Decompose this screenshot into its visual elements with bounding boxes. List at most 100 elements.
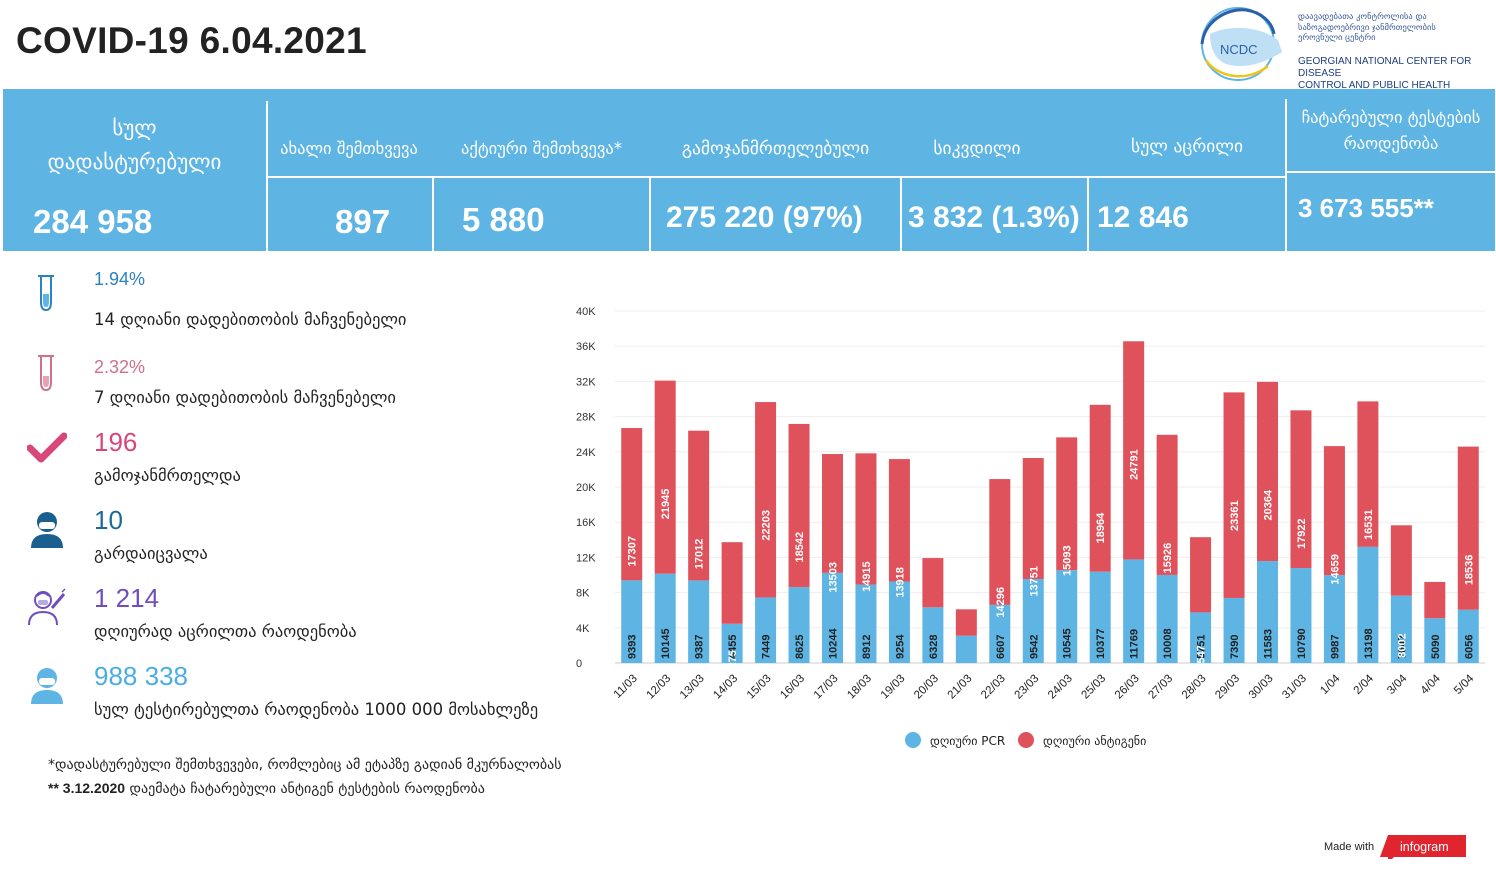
bar-antigen	[1357, 401, 1379, 547]
bar-antigen	[1257, 381, 1278, 562]
masked-person-icon	[31, 512, 63, 548]
value-label-pcr: 6328	[928, 635, 940, 659]
value-label-antigen: 14915	[861, 561, 873, 592]
value-label-antigen: 24791	[1129, 449, 1141, 480]
test-tube-icon	[38, 275, 54, 312]
logo-org-english: GEORGIAN NATIONAL CENTER FOR DISEASE CON…	[1298, 56, 1472, 91]
value-label-pcr: 7390	[1229, 635, 1241, 659]
value-label-pcr: 4455	[727, 635, 739, 659]
test-tube-icon	[38, 355, 54, 392]
legend-antigen-label: დღიური ანტიგენი	[1043, 734, 1146, 748]
value-label-antigen: 17012	[694, 539, 706, 570]
value-label-antigen: 18964	[1095, 512, 1107, 543]
vaccinated-today-label: დღიურად აცრილთა რაოდენობა	[94, 622, 357, 641]
bar-pcr	[755, 597, 777, 663]
positivity-14day-value: 1.94%	[94, 269, 146, 289]
bar-antigen	[621, 428, 643, 581]
value-label-antigen: 18536	[1463, 555, 1475, 586]
masked-person-icon	[31, 668, 63, 704]
recovered-today-label: გამოჯანმრთელდა	[94, 466, 241, 485]
value-label-pcr: 11583	[1263, 629, 1275, 659]
bar-pcr	[1257, 561, 1278, 663]
value-label-antigen: 14296	[995, 587, 1007, 618]
bar-antigen	[1156, 434, 1178, 575]
bar-antigen	[822, 454, 843, 573]
x-tick-label: 3/04	[1385, 672, 1410, 697]
legend-pcr-label: დღიური PCR	[930, 734, 1005, 748]
y-tick-label: 16K	[576, 517, 596, 529]
bar-pcr	[1089, 571, 1111, 663]
bar-antigen	[922, 558, 944, 608]
y-tick-label: 40K	[576, 306, 596, 318]
value-label-antigen: 18542	[794, 532, 806, 563]
bar-antigen	[654, 380, 676, 574]
legend-antigen-swatch	[1018, 732, 1034, 748]
value-label-pcr: 10790	[1296, 628, 1308, 659]
vaccinated-value: 12 846	[1097, 201, 1189, 234]
value-label-antigen: 13751	[1028, 566, 1040, 597]
bar-antigen	[855, 453, 877, 585]
value-label-pcr: 11769	[1129, 629, 1141, 659]
y-tick-label: 8K	[576, 588, 590, 600]
bar-antigen	[755, 402, 777, 598]
value-label-antigen: 17307	[627, 536, 639, 567]
tested-per-million-label: სულ ტესტირებულთა რაოდენობა 1000 000 მოსა…	[94, 700, 539, 719]
value-label-antigen: 20364	[1263, 489, 1275, 520]
bar-antigen	[1290, 410, 1312, 569]
y-tick-label: 0	[576, 658, 582, 670]
total-confirmed-label: სულ დადასტურებული	[47, 116, 222, 174]
bar-pcr	[1357, 546, 1379, 663]
value-label-pcr: 7647	[1396, 635, 1408, 659]
x-tick-label: 26/03	[1113, 673, 1142, 702]
x-tick-label: 14/03	[711, 673, 740, 702]
bar-pcr	[1123, 559, 1145, 663]
positivity-7day-label: 7 დღიანი დადებითობის მაჩვენებელი	[94, 388, 396, 407]
recovered-today-value: 196	[94, 427, 138, 457]
vaccinated-today-value: 1 214	[94, 583, 160, 613]
summary-band: სულ დადასტურებული 284 958 ახალი შემთხვევ…	[3, 89, 1495, 251]
recovered-value: 275 220 (97%)	[666, 201, 863, 234]
value-label-antigen: 23361	[1229, 500, 1241, 531]
bar-antigen	[1190, 537, 1212, 613]
value-label-antigen: 13918	[894, 567, 906, 598]
footnote-active: *დადასტურებული შემთხვევები, რომლებიც ამ …	[48, 757, 562, 773]
bar-pcr	[1056, 570, 1078, 663]
bar-pcr	[1290, 568, 1312, 663]
x-tick-label: 28/03	[1180, 673, 1209, 702]
deaths-label: სიკვდილი	[933, 139, 1021, 159]
bar-pcr	[788, 587, 810, 663]
tests-label: ჩატარებული ტესტების რაოდენობა	[1301, 108, 1481, 153]
bar-pcr	[822, 572, 843, 663]
active-cases-value: 5 880	[462, 201, 545, 238]
bar-pcr	[1424, 618, 1446, 663]
x-tick-label: 18/03	[845, 673, 874, 702]
bar-pcr	[888, 581, 910, 663]
logo-org-georgian: დაავადებათა კონტროლისა და საზოგადოებრივი…	[1298, 12, 1436, 43]
x-tick-label: 15/03	[745, 673, 774, 702]
value-label-pcr: 6056	[1463, 635, 1475, 659]
new-cases-value: 897	[335, 203, 391, 240]
y-tick-label: 12K	[576, 552, 596, 564]
x-tick-label: 31/03	[1280, 673, 1309, 702]
x-tick-label: 25/03	[1079, 673, 1108, 702]
x-tick-label: 23/03	[1013, 673, 1042, 702]
deaths-value: 3 832 (1.3%)	[908, 201, 1080, 234]
tests-value: 3 673 555**	[1298, 193, 1434, 223]
x-tick-label: 29/03	[1213, 673, 1242, 702]
x-tick-label: 11/03	[612, 673, 640, 701]
value-label-pcr: 13198	[1363, 628, 1375, 659]
value-label-pcr: 5751	[1196, 635, 1208, 659]
bar-antigen	[688, 430, 710, 581]
value-label-pcr: 10145	[660, 628, 672, 659]
value-label-antigen: 15093	[1062, 545, 1074, 576]
bar-pcr	[922, 607, 944, 663]
bar-antigen	[721, 542, 743, 624]
value-label-pcr: 6607	[995, 635, 1007, 659]
bar-antigen	[1022, 458, 1044, 580]
tested-per-million-value: 988 338	[94, 661, 188, 691]
bar-antigen	[1457, 446, 1479, 610]
value-label-pcr: 8625	[794, 635, 806, 659]
infogram-logo[interactable]: infogram	[1380, 835, 1466, 859]
deaths-today-value: 10	[94, 505, 123, 535]
y-tick-label: 24K	[576, 447, 596, 459]
